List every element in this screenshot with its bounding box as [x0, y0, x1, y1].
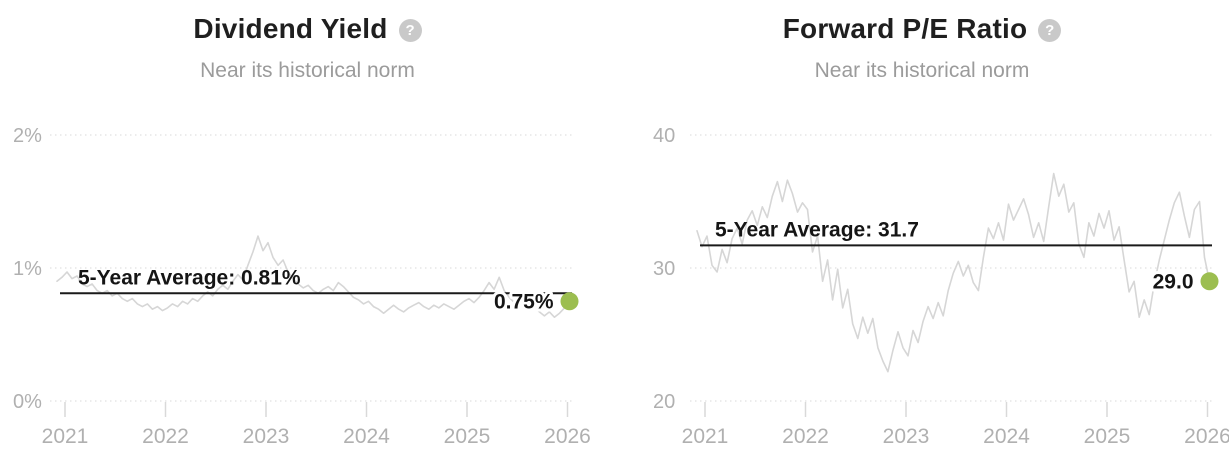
x-axis-tick-label: 2024 [983, 425, 1030, 448]
x-axis-tick-label: 2025 [444, 425, 491, 448]
current-value-label: 29.0 [1153, 270, 1194, 293]
series-line [56, 235, 571, 319]
help-question-icon[interactable]: ? [1038, 18, 1062, 42]
y-axis-tick-label: 30 [653, 258, 675, 280]
x-axis-tick-label: 2025 [1084, 425, 1131, 448]
x-axis-tick-label: 2023 [883, 425, 930, 448]
current-value-dot [560, 292, 579, 311]
help-question-icon[interactable]: ? [398, 18, 422, 42]
forward-pe-panel: Forward P/E Ratio ? Near its historical … [615, 0, 1229, 462]
dividend-yield-line-chart[interactable]: 2% 1% 0%2021 2022 2023 2024 2025 2026 5-Year Ave… [0, 0, 615, 462]
forward-pe-line-chart[interactable]: 40 30 20 2021 2022 2023 2024 2025 2026 5-Year Ave… [615, 0, 1229, 462]
x-axis-tick-label: 2026 [1184, 425, 1229, 448]
x-axis-tick-label: 2022 [782, 425, 829, 448]
x-axis-tick-label: 2022 [142, 425, 189, 448]
y-axis-tick-label: 40 [653, 125, 675, 147]
x-axis-tick-label: 2026 [544, 425, 591, 448]
y-axis-tick-label: 1% [13, 258, 42, 280]
current-value-label: 0.75% [494, 290, 554, 313]
current-value-dot [1200, 272, 1219, 291]
x-axis-tick-label: 2023 [243, 425, 290, 448]
x-axis-tick-label: 2024 [343, 425, 390, 448]
dividend-yield-panel: Dividend Yield ? Near its historical nor… [0, 0, 615, 462]
x-axis-tick-label: 2021 [682, 425, 729, 448]
y-axis-tick-label: 20 [653, 391, 675, 413]
average-label: 5-Year Average: 0.81% [78, 266, 301, 289]
y-axis-tick-label: 2% [13, 125, 42, 147]
series-line [696, 172, 1211, 373]
x-axis-tick-label: 2021 [42, 425, 89, 448]
y-axis-tick-label: 0% [13, 391, 42, 413]
average-label: 5-Year Average: 31.7 [715, 218, 919, 241]
